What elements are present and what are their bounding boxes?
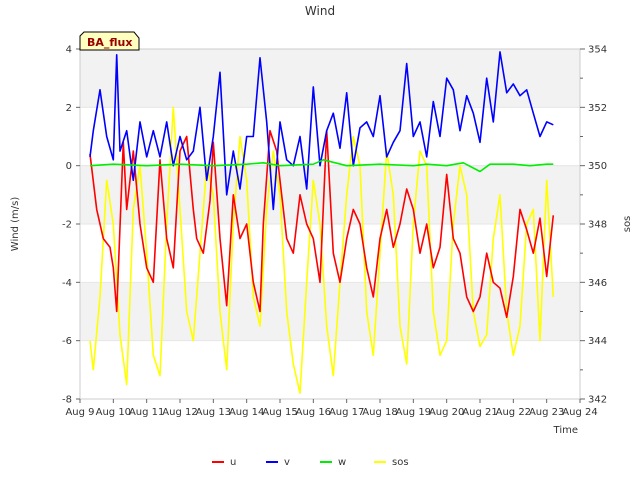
x-tick-label: Aug 16 [296,407,331,418]
x-tick-label: Aug 17 [329,407,364,418]
y-right-tick-label: 346 [588,278,607,289]
x-tick-label: Aug 23 [529,407,564,418]
y-left-tick-label: 2 [66,103,72,114]
y-left-tick-label: 4 [66,45,72,56]
y-axis-right-title: sos [622,216,633,233]
y-left-tick-label: 0 [66,161,72,172]
chart-title: Wind [305,4,335,18]
series-line-u [89,129,555,319]
x-tick-label: Aug 20 [429,407,464,418]
legend-label-w: w [338,457,346,468]
x-tick-label: Aug 11 [129,407,164,418]
x-tick-label: Aug 14 [229,407,264,418]
legend-label-sos: sos [392,457,409,468]
x-tick-label: Aug 21 [462,407,497,418]
y-left-tick-label: -4 [62,278,72,289]
y-axis-left-title: Wind (m/s) [10,197,21,252]
series-layer [89,51,555,395]
x-tick-label: Aug 24 [562,407,597,418]
y-axis-left: -8 -6 -4 -2 0 2 4 [62,45,80,406]
grid-band [80,49,580,108]
x-tick-label: Aug 12 [162,407,197,418]
y-left-tick-label: -8 [62,395,72,406]
x-tick-label: Aug 22 [496,407,531,418]
y-right-tick-label: 342 [588,395,607,406]
series-line-v [89,51,554,211]
y-right-tick-label: 348 [588,220,607,231]
y-right-tick-label: 350 [588,161,607,172]
y-right-tick-label: 344 [588,336,607,347]
x-tick-label: Aug 10 [96,407,131,418]
y-right-tick-label: 354 [588,45,607,56]
y-left-tick-label: -6 [62,336,72,347]
x-tick-label: Aug 15 [262,407,297,418]
legend-label-u: u [230,457,236,468]
legend: u v w sos [212,457,409,468]
badge-shape [79,31,140,51]
x-tick-label: Aug 18 [362,407,397,418]
x-axis-title: Time [553,425,578,436]
badge-label: BA_flux [87,36,132,49]
legend-label-v: v [284,457,290,468]
badge: BA_flux [79,31,140,51]
series-line-w [89,159,554,173]
y-right-tick-label: 352 [588,103,607,114]
series-line-sos [89,106,555,395]
y-axis-right: 342 344 346 348 350 352 354 [580,45,607,406]
x-tick-label: Aug 13 [196,407,231,418]
x-tick-label: Aug 19 [396,407,431,418]
y-left-tick-label: -2 [62,220,72,231]
x-tick-label: Aug 9 [65,407,94,418]
